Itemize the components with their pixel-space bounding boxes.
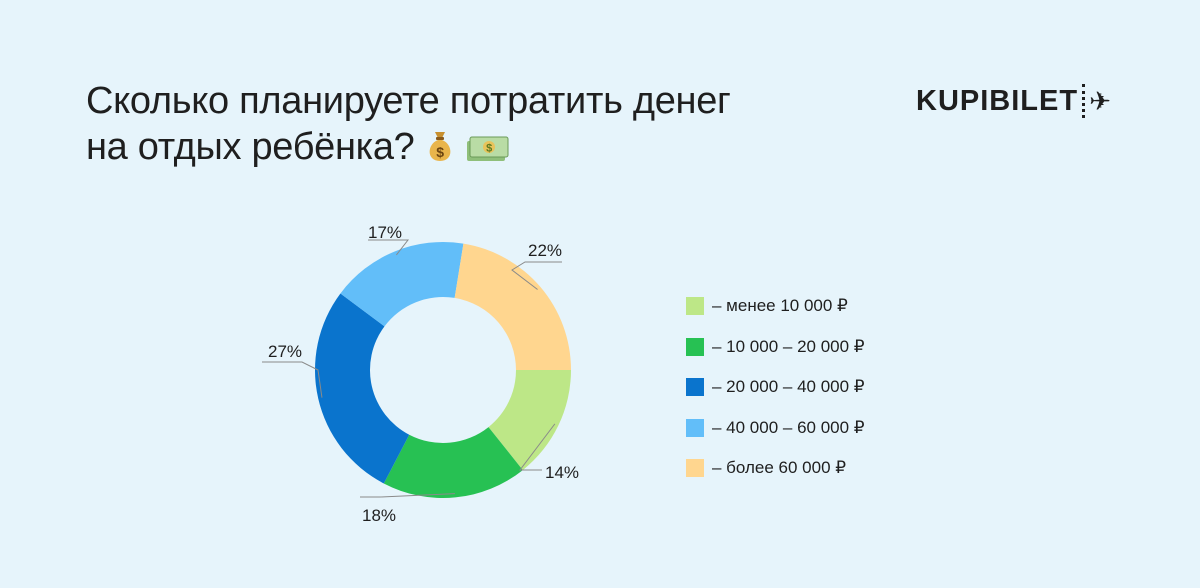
title-line-2-wrap: на отдых ребёнка? $ $ — [86, 124, 731, 174]
legend-item: – более 60 000 ₽ — [686, 448, 865, 489]
airplane-icon: ✈ — [1089, 86, 1111, 116]
dollar-banknote-icon: $ — [465, 128, 509, 174]
donut-slice — [383, 427, 523, 499]
percent-label: 14% — [545, 463, 579, 482]
percent-labels: 14% 18% 27% 17% 22% — [268, 223, 579, 525]
leader-line — [360, 493, 455, 498]
legend-label: – 40 000 – 60 000 ₽ — [712, 417, 865, 437]
legend-swatch — [686, 418, 704, 437]
legend-label: – 20 000 – 40 000 ₽ — [712, 377, 865, 397]
svg-text:$: $ — [486, 143, 492, 155]
legend-item: – 40 000 – 60 000 ₽ — [686, 408, 865, 449]
leader-line — [368, 239, 410, 256]
donut-slice — [454, 243, 571, 370]
money-bag-icon: $ — [425, 128, 455, 174]
legend-swatch — [686, 459, 704, 478]
legend-swatch — [686, 337, 704, 356]
percent-label: 27% — [268, 342, 302, 361]
title-line-1: Сколько планируете потратить денег — [86, 80, 731, 122]
legend-item: – менее 10 000 ₽ — [686, 286, 865, 327]
legend-item: – 20 000 – 40 000 ₽ — [686, 367, 865, 408]
leader-line — [262, 361, 323, 398]
label-leader-lines — [262, 239, 562, 498]
legend-swatch — [686, 378, 704, 397]
title-line-2: на отдых ребёнка? — [86, 126, 415, 168]
kupibilet-logo: KUPIBILET ✈ — [916, 84, 1111, 118]
donut-slice — [315, 293, 410, 484]
chart-title: Сколько планируете потратить денег на от… — [86, 78, 731, 174]
legend-swatch — [686, 297, 704, 316]
legend-label: – более 60 000 ₽ — [712, 458, 847, 478]
percent-label: 22% — [528, 241, 562, 260]
donut-slice — [340, 242, 464, 327]
leader-line — [511, 261, 562, 290]
chart-legend: – менее 10 000 ₽ – 10 000 – 20 000 ₽ – 20 … — [686, 286, 865, 489]
donut-slice — [488, 370, 571, 471]
percent-label: 18% — [362, 506, 396, 525]
svg-text:$: $ — [436, 144, 444, 160]
logo-text: KUPIBILET — [916, 84, 1079, 117]
legend-item: – 10 000 – 20 000 ₽ — [686, 327, 865, 368]
logo-dotted-separator — [1082, 84, 1086, 118]
legend-label: – 10 000 – 20 000 ₽ — [712, 336, 865, 356]
donut-slices — [315, 242, 571, 499]
percent-label: 17% — [368, 223, 402, 242]
legend-label: – менее 10 000 ₽ — [712, 296, 848, 316]
leader-line — [518, 423, 556, 471]
